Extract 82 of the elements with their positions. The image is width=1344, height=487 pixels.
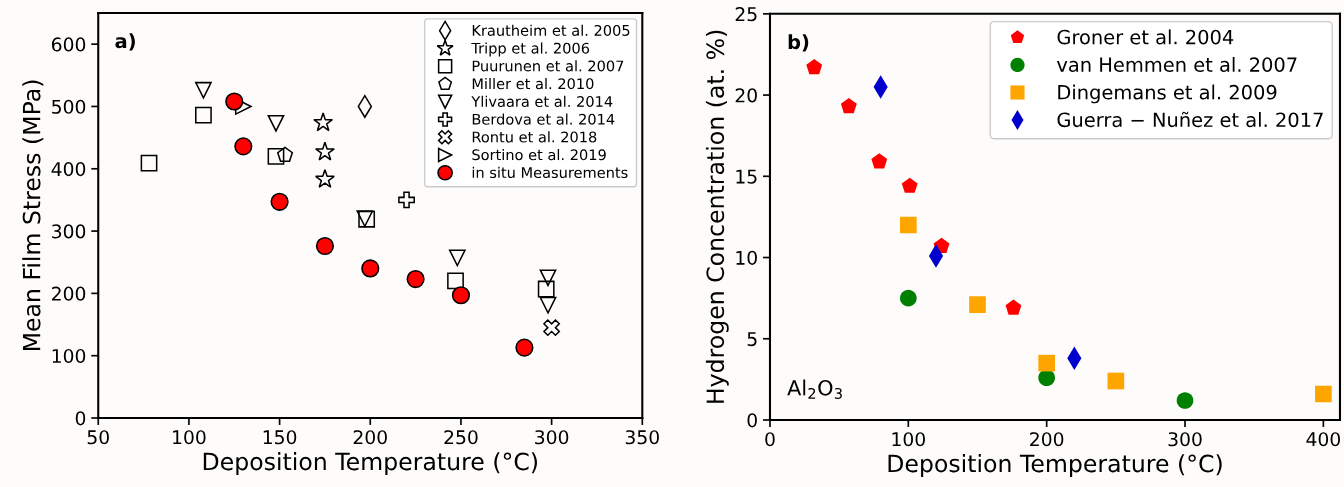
y-tick-label: 20 [735, 88, 757, 103]
y-axis-title: Mean Film Stress (MPa) [22, 80, 44, 351]
point [539, 296, 557, 314]
point [1107, 372, 1125, 390]
legend-label: Miller et al. 2010 [472, 77, 594, 90]
x-tick-label: 100 [892, 432, 925, 447]
point [515, 338, 534, 357]
point [406, 269, 425, 289]
point [539, 269, 557, 287]
x-tick-label: 200 [1030, 432, 1064, 447]
legend-label: Guerra − Nuñez et al. 2017 [1057, 111, 1323, 128]
legend-label: Tripp et al. 2006 [471, 42, 590, 57]
y-tick-label: 0 [747, 413, 757, 428]
point [1038, 354, 1056, 372]
point [969, 296, 986, 313]
point [195, 106, 212, 124]
y-tick-label: 0 [75, 411, 86, 426]
legend-label: Sortino et al. 2019 [472, 148, 606, 161]
point [448, 249, 466, 267]
point [871, 153, 888, 169]
x-tick-label: 250 [444, 430, 478, 445]
legend-label: Dingemans et al. 2009 [1058, 84, 1277, 104]
y-tick-label: 100 [52, 348, 86, 364]
y-tick-label: 200 [52, 286, 86, 301]
x-axis-title: Deposition Temperature (°C) [203, 452, 537, 475]
point [537, 280, 555, 298]
x-tick-label: 400 [1306, 432, 1341, 447]
point [225, 92, 244, 111]
x-tick-label: 300 [535, 430, 569, 445]
point [277, 146, 294, 163]
point [451, 286, 471, 305]
legend-label: van Hemmen et al. 2007 [1056, 56, 1297, 73]
point [840, 98, 857, 114]
point [447, 272, 464, 290]
y-tick-label: 15 [736, 169, 757, 184]
point [140, 154, 158, 172]
point [899, 216, 917, 234]
annotation: Al$_{2}$O$_{3}$ [787, 379, 842, 399]
point [361, 259, 380, 278]
x-tick-label: 0 [765, 432, 775, 447]
y-tick-label: 5 [747, 332, 757, 347]
y-tick-label: 400 [51, 161, 86, 177]
point [314, 168, 335, 188]
point [267, 147, 285, 165]
annotation: a) [115, 33, 135, 51]
legend-label: Puurunen et al. 2007 [472, 60, 624, 72]
x-tick-label: 150 [263, 430, 297, 445]
y-axis-title: Hydrogen Concentration (at. %) [705, 30, 729, 403]
x-tick-label: 200 [353, 430, 387, 445]
y-tick-label: 500 [52, 99, 86, 114]
point [315, 236, 335, 256]
point [313, 112, 334, 132]
point [314, 141, 335, 161]
point [899, 289, 917, 307]
legend-label: Krautheim et al. 2005 [472, 24, 630, 36]
point [1315, 385, 1332, 403]
legend-label: Groner et al. 2004 [1057, 29, 1234, 45]
x-axis-title: Deposition Temperature (°C) [888, 454, 1222, 477]
y-tick-label: 300 [52, 224, 86, 239]
point [1038, 369, 1056, 387]
x-tick-label: 100 [173, 430, 206, 445]
point [543, 319, 561, 337]
legend-label: Rontu et al. 2018 [472, 131, 597, 143]
point [398, 191, 415, 209]
y-tick-label: 600 [51, 37, 86, 52]
y-tick-label: 10 [736, 250, 757, 265]
x-tick-label: 300 [1168, 432, 1202, 447]
legend-label: Ylivaara et al. 2014 [471, 95, 613, 107]
point [267, 114, 285, 132]
annotation: b) [788, 34, 809, 52]
x-tick-label: 50 [87, 430, 109, 445]
point [1176, 392, 1194, 409]
point [195, 81, 212, 99]
point [806, 59, 823, 75]
point [901, 177, 918, 193]
point [1005, 299, 1022, 315]
legend-label: in situ Measurements [472, 166, 628, 179]
point [270, 192, 289, 211]
legend-label: Berdova et al. 2014 [472, 113, 615, 125]
y-tick-label: 25 [735, 7, 757, 22]
x-tick-label: 350 [625, 430, 659, 445]
point [234, 137, 253, 156]
